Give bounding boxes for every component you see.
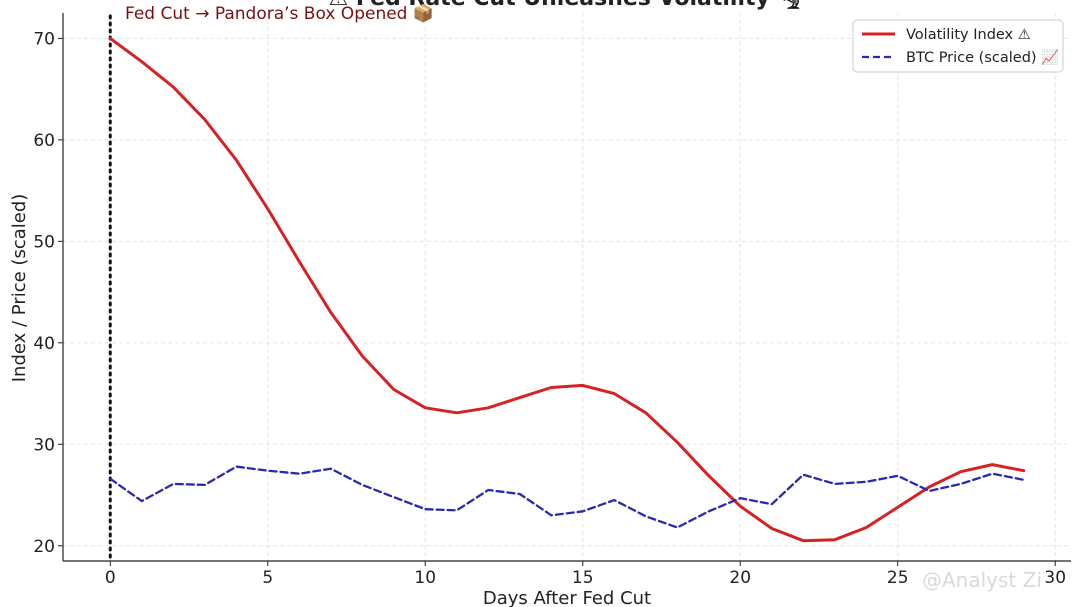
x-tick-label: 20 (729, 568, 751, 588)
series-lines (108, 36, 1026, 543)
x-axis-label: Days After Fed Cut (483, 588, 651, 607)
y-tick-label: 20 (33, 537, 55, 557)
y-axis-label: Index / Price (scaled) (9, 194, 30, 383)
chart-title: ⚠ Fed Rate Cut Unleashes Volatility 🌪 (329, 0, 806, 11)
x-tick-label: 5 (262, 568, 273, 588)
x-tick-label: 0 (105, 568, 116, 588)
x-tick-label: 25 (887, 568, 909, 588)
legend: Volatility Index ⚠ BTC Price (scaled) 📈 (852, 19, 1064, 73)
fed-cut-annotation: Fed Cut → Pandora’s Box Opened 📦 (125, 3, 434, 24)
series-line-btc (109, 465, 1025, 529)
legend-label-btc: BTC Price (scaled) 📈 (906, 48, 1059, 66)
y-tick-label: 30 (33, 435, 55, 455)
y-tick-label: 50 (33, 232, 55, 252)
axes (58, 13, 1071, 566)
x-tick-label: 15 (572, 568, 594, 588)
legend-label-volatility: Volatility Index ⚠ (906, 27, 1031, 43)
y-tick-label: 70 (33, 29, 55, 49)
legend-box (852, 19, 1064, 73)
y-tick-label: 40 (33, 334, 55, 354)
tick-labels: 0 5 10 15 20 25 30 20 30 40 50 60 70 (33, 29, 1066, 588)
y-tick-label: 60 (33, 131, 55, 151)
x-tick-label: 10 (414, 568, 436, 588)
x-tick-label: 30 (1044, 568, 1066, 588)
series-line-volatility (108, 36, 1026, 543)
watermark: @Analyst Zi (922, 568, 1042, 592)
